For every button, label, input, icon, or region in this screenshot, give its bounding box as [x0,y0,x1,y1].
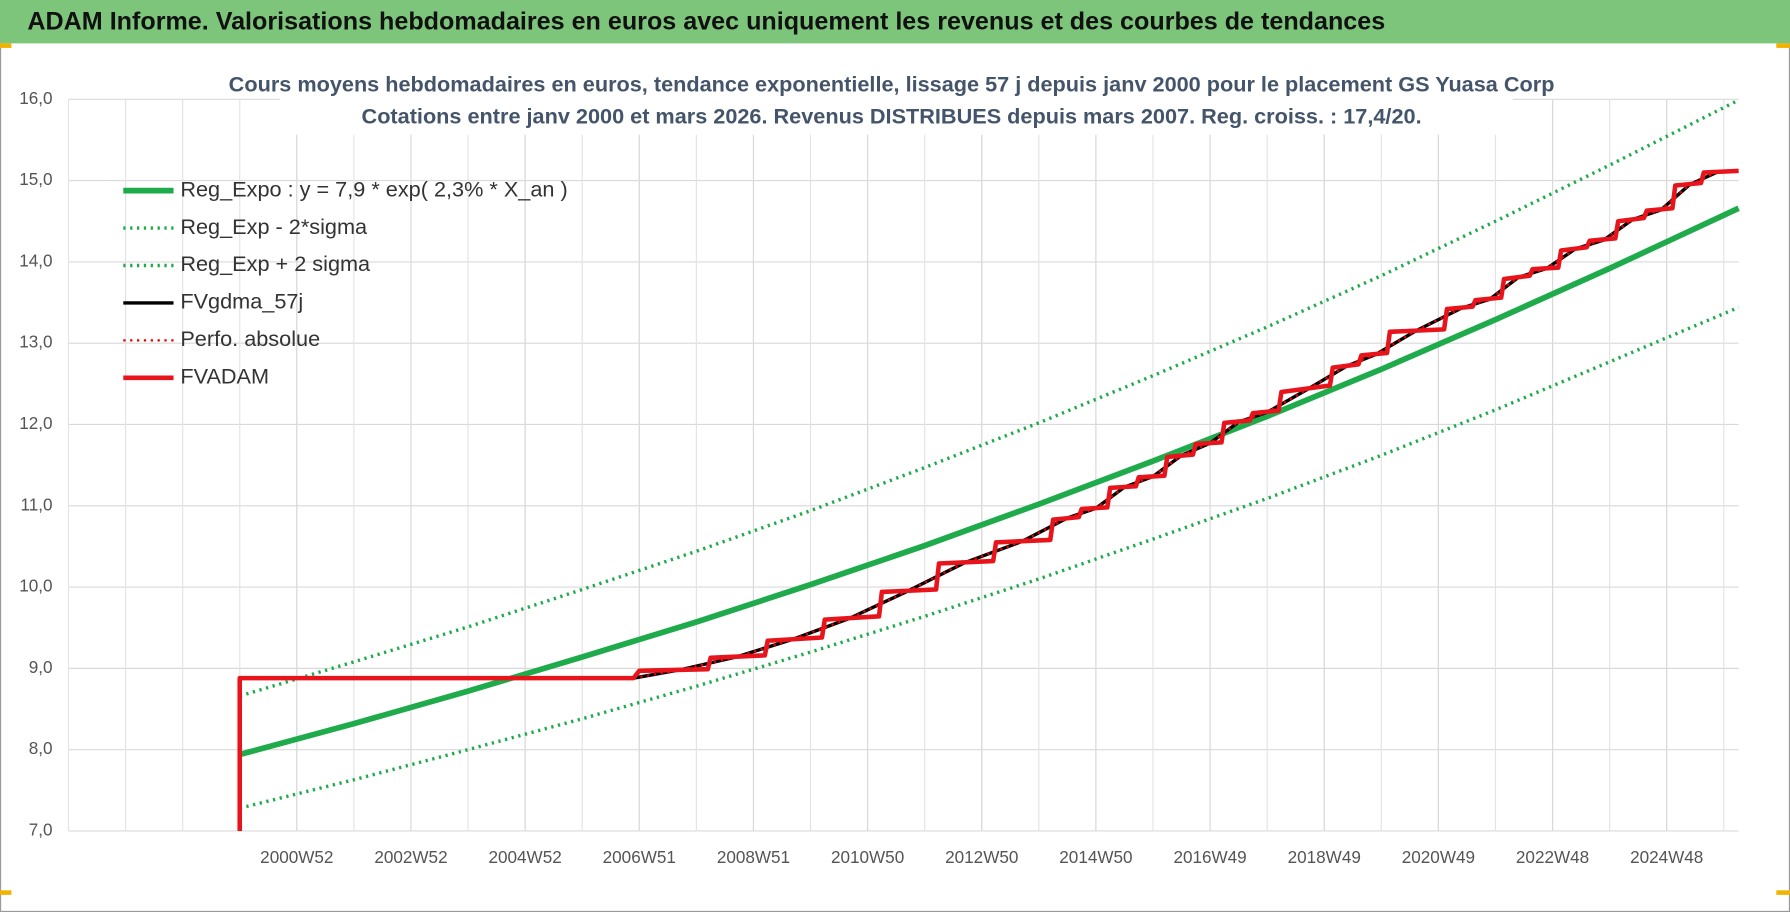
x-tick-label: 2012W50 [945,848,1018,867]
legend-label: FVgdma_57j [180,289,303,314]
series-line [237,168,1739,831]
x-tick-label: 2006W51 [603,848,676,867]
y-tick-label: 12,0 [19,414,52,433]
legend-label: Reg_Exp + 2 sigma [180,251,371,276]
legend-label: Reg_Exp - 2*sigma [180,214,368,239]
banner-title: ADAM Informe. Valorisations hebdomadaire… [27,7,1385,35]
grid: 7,0 8,0 9,0 10,0 11,0 12,0 13,0 14,0 15,0 16,0 200… [19,89,1739,867]
legend-label: Perfo. absolue [180,326,320,351]
y-tick-label: 9,0 [29,658,53,677]
chart-subtitle: Cotations entre janv 2000 et mars 2026. … [362,103,1422,128]
corner-mark [1776,43,1790,48]
y-tick-label: 15,0 [19,170,52,189]
banner [0,0,1790,44]
corner-mark [1776,890,1790,895]
y-tick-label: 11,0 [20,495,52,514]
y-tick-label: 14,0 [19,251,52,270]
x-tick-label: 2014W50 [1059,848,1132,867]
y-tick-label: 10,0 [19,577,52,596]
y-tick-label: 7,0 [29,820,53,839]
y-tick-label: 8,0 [29,739,53,758]
y-tick-label: 13,0 [19,333,52,352]
chart-title: Cours moyens hebdomadaires en euros, ten… [229,71,1555,96]
y-tick-label: 16,0 [19,89,52,108]
x-tick-label: 2008W51 [717,848,790,867]
x-tick-label: 2000W52 [260,848,333,867]
legend-label: Reg_Expo : y = 7,9 * exp( 2,3% * X_an ) [180,176,567,201]
legend-label: FVADAM [180,364,269,389]
title-backdrop [279,68,1513,135]
x-tick-label: 2004W52 [489,848,562,867]
x-tick-label: 2020W49 [1402,848,1475,867]
series-line [239,305,1740,810]
corner-mark [0,890,12,895]
x-tick-label: 2016W49 [1173,848,1246,867]
x-tick-label: 2024W48 [1630,848,1703,867]
series-line [238,205,1740,758]
plot [237,98,1740,831]
x-tick-label: 2002W52 [374,848,447,867]
x-tick-label: 2010W50 [831,848,904,867]
x-tick-label: 2022W48 [1516,848,1589,867]
x-tick-label: 2018W49 [1288,848,1361,867]
legend: Reg_Expo : y = 7,9 * exp( 2,3% * X_an ) R… [123,176,568,389]
corner-mark [0,43,12,48]
series-line [239,98,1740,698]
